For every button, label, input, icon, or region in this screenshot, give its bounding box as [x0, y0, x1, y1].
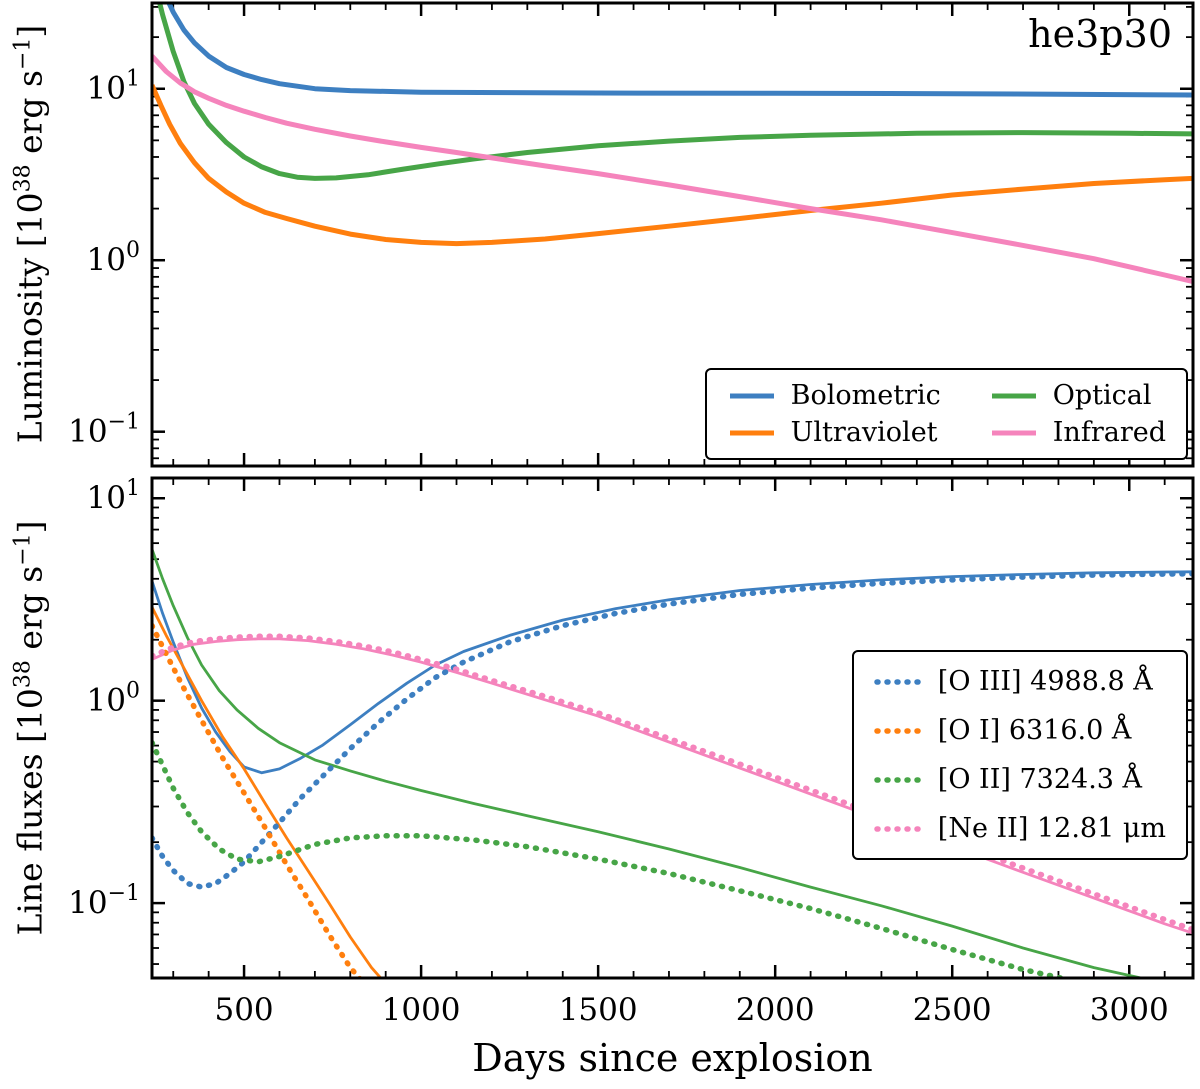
legend-line-swatch-icon	[729, 393, 774, 398]
legend-line-swatch-icon	[874, 727, 924, 734]
legend-item-oiii-dashed: [O III] 4988.8 Å	[874, 666, 1166, 697]
luminosity-legend: Bolometric Optical Ultraviolet Infrared	[704, 368, 1188, 460]
axes-frame	[150, 1, 1195, 468]
y-tick-label: 100	[87, 238, 140, 278]
x-axis-label: Days since explosion	[472, 1036, 873, 1080]
y-tick-label: 100	[87, 679, 140, 719]
x-tick-label: 500	[214, 992, 273, 1028]
series-oii-solid	[152, 548, 1148, 978]
legend-item-infrared: Infrared	[989, 417, 1166, 448]
legend-item-ultraviolet: Ultraviolet	[727, 417, 941, 448]
legend-label: [O II] 7324.3 Å	[937, 764, 1143, 795]
ylabel-exponent: 38	[10, 660, 36, 689]
x-tick-label: 1500	[559, 992, 638, 1028]
legend-line-swatch-icon	[729, 430, 774, 435]
legend-item-oi-dashed: [O I] 6316.0 Å	[874, 715, 1166, 746]
legend-item-oii-dashed: [O II] 7324.3 Å	[874, 764, 1166, 795]
ylabel-text: erg s	[10, 565, 50, 661]
series-oi-solid	[152, 606, 383, 978]
x-tick-label: 3000	[1090, 992, 1169, 1028]
y-tick-label: 101	[87, 476, 140, 516]
ylabel-exponent: 38	[10, 164, 36, 193]
tick-labels: 101 100 10−1	[68, 67, 140, 450]
legend-label: Optical	[1052, 380, 1152, 411]
legend-item-optical: Optical	[989, 380, 1166, 411]
axes-frame	[150, 476, 1195, 980]
legend-item-bolometric: Bolometric	[727, 380, 941, 411]
legend-label: [Ne II] 12.81 μm	[937, 813, 1166, 844]
y-tick-label: 10−1	[68, 881, 140, 921]
series-infrared	[152, 54, 1193, 285]
series-ultraviolet	[152, 84, 1193, 247]
y-tick-label: 10−1	[68, 410, 140, 450]
ylabel-text: ]	[10, 24, 50, 38]
legend-label: Ultraviolet	[790, 417, 938, 448]
legend-line-swatch-icon	[991, 393, 1036, 398]
series-oiii-dashed	[152, 570, 1193, 890]
x-tick-label: 1000	[382, 992, 461, 1028]
legend-line-swatch-icon	[991, 430, 1036, 435]
x-tick-label: 2000	[736, 992, 815, 1028]
series-bolometric	[166, 3, 1193, 98]
model-title: he3p30	[1028, 12, 1172, 56]
luminosity-panel: 101 100 10−1 Luminosity [1038 erg s−1] he3…	[0, 0, 1200, 472]
ylabel-text: Line fluxes [10	[10, 688, 50, 936]
series-oiii-solid	[152, 570, 1193, 775]
series-oi-dashed	[152, 622, 363, 978]
legend-line-swatch-icon	[874, 825, 924, 832]
series-optical	[157, 3, 1193, 181]
ylabel-text: ]	[10, 520, 50, 534]
ylabel-exponent: −1	[10, 37, 36, 71]
legend-item-neii-dashed: [Ne II] 12.81 μm	[874, 813, 1166, 844]
luminosity-plot-svg: 101 100 10−1	[68, 1, 1195, 468]
legend-label: [O III] 4988.8 Å	[937, 666, 1153, 697]
legend-label: Infrared	[1052, 417, 1166, 448]
ylabel-exponent: −1	[10, 533, 36, 566]
series-neii-dashed	[152, 633, 1193, 933]
tick-labels: 500 1000 1500 2000 2500 3000 101 100 10−1	[68, 476, 1169, 1028]
luminosity-y-axis-label: Luminosity [1038 erg s−1]	[11, 25, 50, 444]
line-fluxes-plot-svg: 500 1000 1500 2000 2500 3000 101 100 10−1	[68, 476, 1195, 1028]
line-fluxes-panel: 500 1000 1500 2000 2500 3000 101 100 10−1 Line f…	[0, 472, 1200, 1034]
ylabel-text: erg s	[10, 70, 50, 165]
line-fluxes-y-axis-label: Line fluxes [1038 erg s−1]	[11, 520, 50, 935]
legend-label: [O I] 6316.0 Å	[937, 715, 1132, 746]
legend-label: Bolometric	[790, 380, 941, 411]
x-tick-label: 2500	[913, 992, 992, 1028]
y-tick-label: 101	[87, 67, 140, 107]
legend-line-swatch-icon	[874, 776, 924, 783]
series-oii-dashed	[152, 739, 1074, 978]
ylabel-text: Luminosity [10	[10, 192, 50, 444]
line-fluxes-legend: [O III] 4988.8 Å [O I] 6316.0 Å [O II] 732…	[851, 650, 1188, 860]
legend-line-swatch-icon	[874, 678, 924, 685]
